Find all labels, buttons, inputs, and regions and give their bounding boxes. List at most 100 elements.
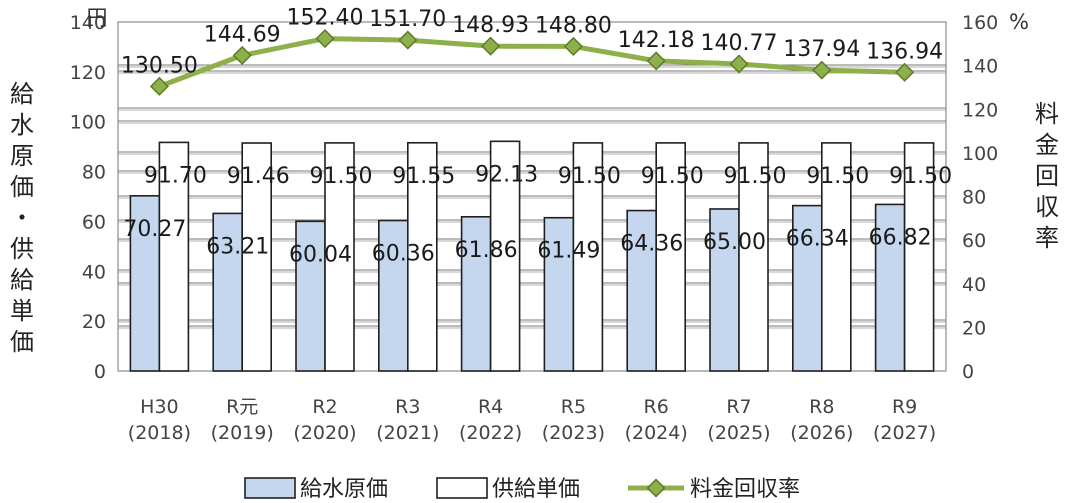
bar-kyokyu-tanka xyxy=(903,142,935,372)
left-tick-label: 60 xyxy=(82,211,106,233)
bar-value-label-kyusui: 66.82 xyxy=(869,225,932,250)
axes: 0 20 40 60 80 100 120 140 0 20 40 60 80 100 120 140 160 円… xyxy=(10,6,1059,444)
right-axis-unit: % xyxy=(1009,10,1029,34)
line-value-label: 140.77 xyxy=(701,31,778,56)
bar-kyokyu-tanka xyxy=(572,142,604,372)
category-year-label: (2023) xyxy=(542,422,605,444)
left-axis-title-char: 給 xyxy=(10,80,34,108)
right-axis-title-char: 率 xyxy=(1035,224,1059,252)
left-axis-title-char: 単 xyxy=(10,297,34,325)
bar-value-label-kyusui: 65.00 xyxy=(703,230,766,255)
right-tick-label: 60 xyxy=(962,230,986,252)
right-tick-label: 40 xyxy=(962,274,986,296)
legend: 給水原価 供給単価 料金回収率 xyxy=(244,477,800,502)
right-tick-label: 20 xyxy=(962,317,986,339)
line-value-label: 148.93 xyxy=(452,13,529,38)
bar-value-label-kyokyu: 91.50 xyxy=(310,164,373,189)
category-label: R7 xyxy=(726,396,751,418)
category-year-label: (2025) xyxy=(707,422,770,444)
bar-kyusui-genka xyxy=(709,208,740,372)
recovery-rate-marker xyxy=(812,60,832,80)
left-axis-title-char: ・ xyxy=(10,204,34,232)
category-label: R2 xyxy=(312,396,337,418)
category-label: R4 xyxy=(478,396,503,418)
recovery-rate-marker xyxy=(563,36,583,56)
right-tick-label: 160 xyxy=(962,12,998,34)
left-axis-title-char: 原 xyxy=(10,142,34,170)
bar-kyusui-genka xyxy=(543,216,575,372)
legend-swatch-kyusui xyxy=(244,477,296,499)
right-tick-label: 0 xyxy=(962,361,974,383)
right-axis-title-char: 回 xyxy=(1035,162,1059,190)
bar-kyusui-genka xyxy=(791,204,823,372)
category-label: R元 xyxy=(226,396,258,418)
bar-kyusui-genka xyxy=(129,195,161,372)
category-label: R3 xyxy=(395,396,420,418)
bar-kyusui-genka xyxy=(295,220,326,372)
right-tick-label: 140 xyxy=(962,56,998,78)
category-year-label: (2019) xyxy=(211,422,274,444)
bar-value-label-kyokyu: 91.50 xyxy=(724,164,787,189)
bar-value-label-kyusui: 70.27 xyxy=(123,217,186,242)
line-value-label: 136.94 xyxy=(866,39,943,64)
line-value-label: 148.80 xyxy=(535,13,612,38)
bar-kyokyu-tanka xyxy=(158,141,190,372)
category-year-label: (2021) xyxy=(376,422,439,444)
right-axis-title-char: 金 xyxy=(1035,131,1059,159)
bar-kyokyu-tanka xyxy=(820,142,852,372)
right-tick-label: 100 xyxy=(962,143,998,165)
bar-value-label-kyokyu: 91.50 xyxy=(641,164,704,189)
bar-value-label-kyokyu: 92.13 xyxy=(475,162,538,187)
line-value-label: 142.18 xyxy=(618,28,695,53)
bar-value-label-kyusui: 66.34 xyxy=(786,227,849,252)
left-axis-title-char: 水 xyxy=(10,111,34,139)
left-tick-label: 100 xyxy=(70,112,106,134)
line-value-label: 152.40 xyxy=(287,6,364,31)
data-labels: 70.27 91.70 130.50 63.21 91.46 144.69 60.04 91.… xyxy=(121,6,952,268)
legend-label-kyokyu: 供給単価 xyxy=(492,477,580,502)
line-value-label: 137.94 xyxy=(783,37,860,62)
bar-kyusui-genka xyxy=(212,212,243,372)
bar-kyokyu-tanka xyxy=(406,141,438,372)
recovery-rate-marker xyxy=(232,45,252,65)
bar-value-label-kyusui: 60.36 xyxy=(372,242,435,267)
right-tick-label: 120 xyxy=(962,99,998,121)
plot-frame xyxy=(117,21,947,372)
bar-kyusui-genka xyxy=(626,209,658,372)
legend-marker-ryokin xyxy=(646,478,666,498)
bar-value-label-kyusui: 61.86 xyxy=(455,238,518,263)
line-value-label: 144.69 xyxy=(204,22,281,47)
left-axis-title-char: 給 xyxy=(10,266,34,294)
bar-kyusui-genka xyxy=(377,219,409,372)
left-tick-label: 120 xyxy=(70,62,106,84)
category-label: R8 xyxy=(809,396,834,418)
category-year-label: (2026) xyxy=(790,422,853,444)
left-axis-unit: 円 xyxy=(87,6,108,30)
legend-label-kyusui: 給水原価 xyxy=(300,477,388,502)
right-axis-title-char: 収 xyxy=(1035,193,1059,221)
recovery-rate-marker xyxy=(398,30,418,50)
bar-kyokyu-tanka xyxy=(324,142,355,372)
bar-kyokyu-tanka xyxy=(489,140,521,372)
category-label: H30 xyxy=(140,396,178,418)
bar-value-label-kyokyu: 91.55 xyxy=(392,164,455,189)
category-label: R5 xyxy=(561,396,586,418)
left-axis-title-char: 価 xyxy=(10,328,34,356)
left-tick-label: 0 xyxy=(94,361,106,383)
line-value-label: 130.50 xyxy=(121,53,198,78)
bar-value-label-kyusui: 61.49 xyxy=(537,239,600,264)
left-tick-label: 140 xyxy=(70,12,106,34)
category-label: R6 xyxy=(644,396,669,418)
bar-kyokyu-tanka xyxy=(655,142,687,372)
category-label: R9 xyxy=(892,396,917,418)
bar-value-label-kyokyu: 91.70 xyxy=(144,163,207,188)
bar-value-label-kyusui: 63.21 xyxy=(206,234,269,259)
line-value-label: 151.70 xyxy=(369,7,446,32)
bar-value-label-kyusui: 60.04 xyxy=(289,242,352,267)
recovery-rate-marker xyxy=(895,62,915,82)
bar-value-label-kyokyu: 91.46 xyxy=(227,164,290,189)
right-tick-label: 80 xyxy=(962,187,986,209)
category-year-label: (2020) xyxy=(293,422,356,444)
bar-kyokyu-tanka xyxy=(738,142,769,372)
